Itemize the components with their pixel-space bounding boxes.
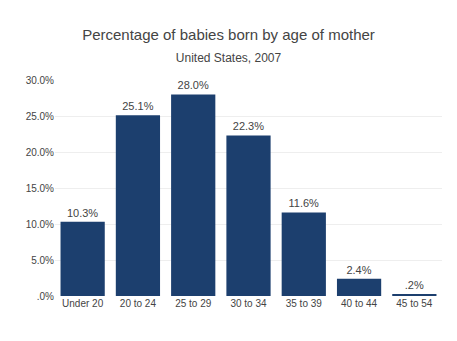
svg-text:25.1%: 25.1% (122, 100, 153, 112)
svg-text:Percentage of babies born by a: Percentage of babies born by age of moth… (82, 26, 375, 43)
svg-text:Under 20: Under 20 (62, 298, 104, 309)
svg-text:45 to 54: 45 to 54 (396, 298, 433, 309)
svg-text:2.4%: 2.4% (346, 264, 371, 276)
svg-text:30.0%: 30.0% (26, 75, 54, 86)
svg-text:40 to 44: 40 to 44 (341, 298, 378, 309)
svg-text:25.0%: 25.0% (26, 111, 54, 122)
svg-text:15.0%: 15.0% (26, 183, 54, 194)
svg-text:20 to 24: 20 to 24 (120, 298, 157, 309)
svg-text:22.3%: 22.3% (233, 120, 264, 132)
svg-text:20.0%: 20.0% (26, 147, 54, 158)
svg-text:28.0%: 28.0% (178, 79, 209, 91)
svg-text:.0%: .0% (37, 291, 54, 302)
svg-text:United States, 2007: United States, 2007 (176, 51, 282, 65)
svg-text:10.3%: 10.3% (67, 207, 98, 219)
svg-text:.2%: .2% (405, 279, 424, 291)
svg-text:25 to 29: 25 to 29 (175, 298, 212, 309)
svg-text:35 to 39: 35 to 39 (286, 298, 323, 309)
svg-text:30 to 34: 30 to 34 (230, 298, 267, 309)
svg-text:10.0%: 10.0% (26, 219, 54, 230)
svg-text:11.6%: 11.6% (288, 197, 319, 209)
svg-text:5.0%: 5.0% (31, 255, 54, 266)
